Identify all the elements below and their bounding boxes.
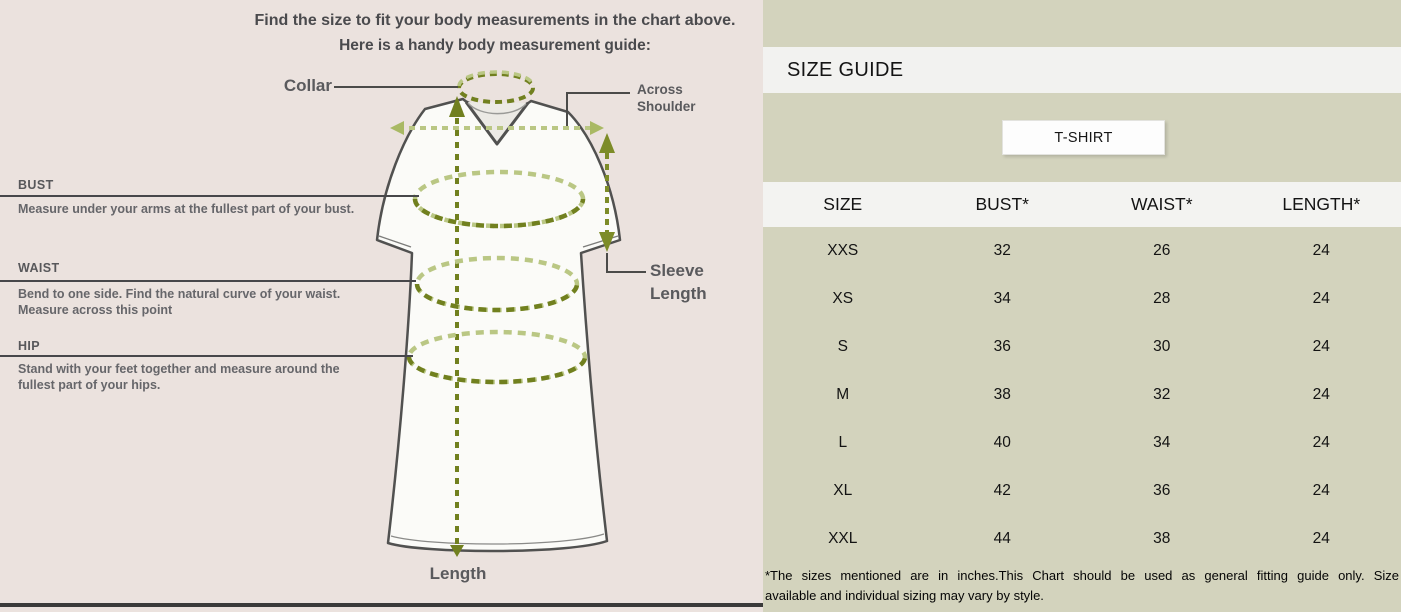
left-cuff-line [378,235,412,248]
table-cell: 28 [1153,290,1171,307]
guide-headings: Find the size to fit your body measureme… [165,8,825,58]
waist-section-label: WAIST [18,261,60,275]
table-cell: 32 [993,242,1011,259]
across-shoulder-connector-line [566,92,630,126]
table-cell: XXL [828,530,858,547]
bust-description: Measure under your arms at the fullest p… [18,202,354,218]
guide-heading-line2: Here is a handy body measurement guide: [339,37,651,54]
table-cell: 44 [993,530,1011,547]
table-cell: 34 [1153,434,1171,451]
size-guide-title: SIZE GUIDE [787,58,904,81]
tshirt-tab-button[interactable]: T-SHIRT [1002,120,1165,155]
table-row-m: M 38 32 24 [763,371,1401,419]
table-row-xs: XS 34 28 24 [763,275,1401,323]
header-length: LENGTH* [1282,194,1361,214]
table-cell: 24 [1312,482,1330,499]
hip-description-line1: Stand with your feet together and measur… [18,362,340,376]
table-cell: 36 [993,338,1011,355]
table-cell: XXS [827,242,859,259]
table-cell: 24 [1312,338,1330,355]
hem-line [390,533,605,545]
collar-label: Collar [283,76,332,95]
footnote-line2: available and individual sizing may vary… [765,587,1044,603]
size-table-header: SIZE BUST* WAIST* LENGTH* [763,182,1401,227]
table-cell: S [837,338,848,355]
table-row-s: S 36 30 24 [763,323,1401,371]
hip-divider-line [0,355,413,357]
table-cell: 42 [993,482,1011,499]
size-table-body: XXS 32 26 24 XS 34 28 24 S 36 30 24 M 38… [763,227,1401,563]
table-cell: M [836,386,850,403]
hip-section-label: HIP [18,339,41,353]
table-cell: L [838,434,848,451]
bust-ellipse-dark [412,198,586,229]
collar-ellipse [457,72,535,104]
across-shoulder-label-line2: Shoulder [637,98,696,114]
hip-description: Stand with your feet together and measur… [18,362,340,393]
table-row-l: L 40 34 24 [763,419,1401,467]
garment-diagram [334,70,646,557]
sleeve-arrow-bottom [599,232,615,252]
table-cell: 24 [1312,530,1330,547]
table-cell: 24 [1312,290,1330,307]
length-arrow-top [449,96,465,117]
table-cell: 30 [1153,338,1171,355]
collar-ellipse-highlight [457,70,535,87]
bust-section-label: BUST [18,178,54,192]
waist-description-line2: Measure across this point [18,302,173,317]
size-guide-title-strip: SIZE GUIDE [763,47,1401,93]
table-cell: 26 [1153,242,1171,259]
shoulder-arrow-right [590,121,604,135]
hip-ellipse [406,329,588,385]
panel-bottom-divider [0,603,766,607]
sleeve-arrow-top [599,133,615,153]
table-cell: 24 [1312,242,1330,259]
hip-description-line2: fullest part of your hips. [18,377,161,392]
table-cell: 24 [1312,434,1330,451]
guide-heading-line1: Find the size to fit your body measureme… [254,12,736,29]
header-bust: BUST* [975,194,1029,214]
sleeve-length-connector-line [606,253,646,273]
waist-description-line1: Bend to one side. Find the natural curve… [18,287,341,301]
table-cell: 36 [1153,482,1171,499]
size-chart-panel: SIZE GUIDE T-SHIRT SIZE BUST* WAIST* LEN… [763,0,1401,612]
table-cell: 38 [1153,530,1171,547]
table-row-xxs: XXS 32 26 24 [763,227,1401,275]
table-cell: 38 [993,386,1011,403]
sleeve-length-label: Sleeve Length [650,259,707,305]
waist-ellipse-dark [414,283,580,313]
across-shoulder-label: Across Shoulder [637,82,696,115]
header-size: SIZE [823,194,863,214]
shoulder-arrow-left [390,121,404,135]
waist-divider-line [0,280,416,282]
waist-description: Bend to one side. Find the natural curve… [18,287,340,318]
across-shoulder-label-line1: Across [637,82,683,97]
table-cell: 32 [1153,386,1171,403]
table-row-xl: XL 42 36 24 [763,467,1401,515]
collar-inner-curve [467,102,527,115]
length-arrow-bottom [450,545,464,557]
table-cell: 34 [993,290,1011,307]
measurement-guide-panel: Find the size to fit your body measureme… [0,0,766,612]
bust-description-line1: Measure under your arms at the fullest p… [18,202,355,216]
table-cell: 40 [993,434,1011,451]
sleeve-length-label-line2: Length [650,284,707,303]
hip-ellipse-dark [406,356,588,385]
size-chart-footnote: *The sizes mentioned are in inches.This … [765,566,1399,605]
table-cell: 24 [1312,386,1330,403]
footnote-line1: *The sizes mentioned are in inches.This … [765,568,1399,583]
bust-divider-line [0,195,419,197]
table-cell: XS [832,290,854,307]
table-cell: XL [833,482,853,499]
sleeve-length-label-line1: Sleeve [650,261,704,280]
header-waist: WAIST* [1130,194,1193,214]
length-label: Length [429,564,487,583]
garment-silhouette [375,97,622,553]
table-row-xxl: XXL 44 38 24 [763,515,1401,563]
